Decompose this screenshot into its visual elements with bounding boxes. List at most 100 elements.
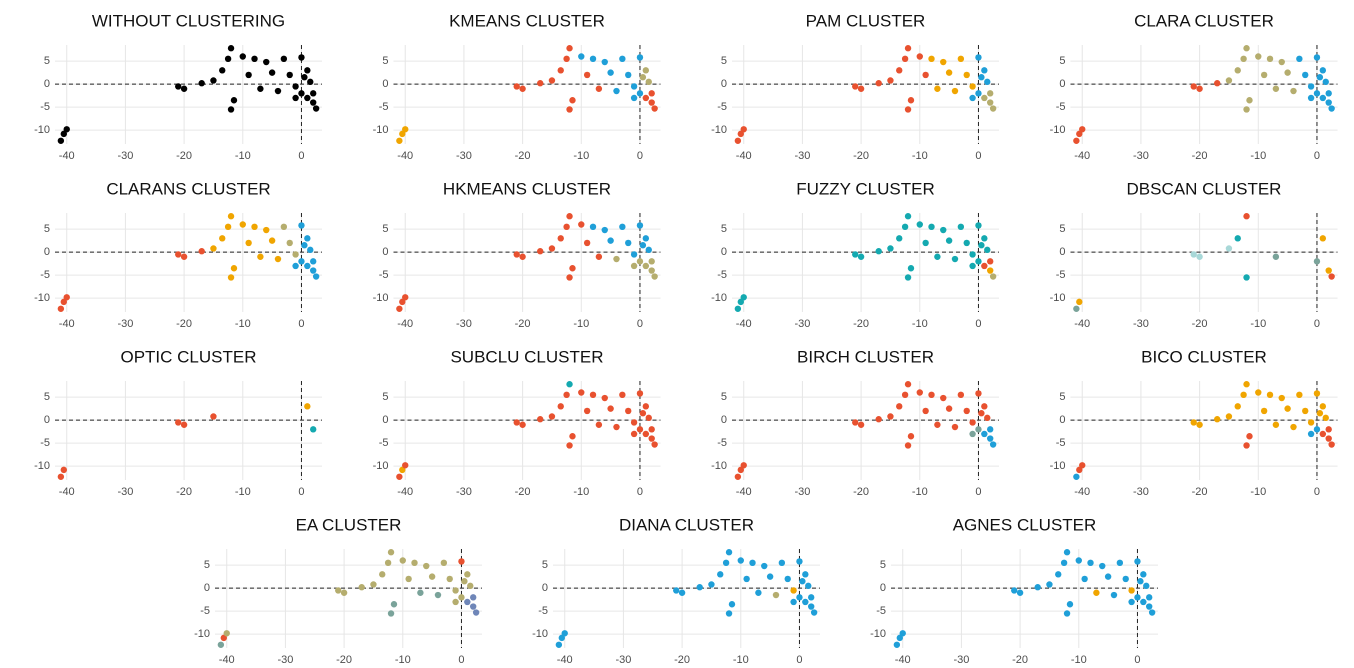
- point: [304, 67, 311, 74]
- panel-title: DBSCAN CLUSTER: [1127, 179, 1282, 198]
- point: [469, 603, 477, 610]
- point: [630, 430, 638, 438]
- point: [1243, 106, 1250, 113]
- point: [589, 391, 597, 399]
- point: [749, 559, 756, 567]
- point: [922, 71, 929, 79]
- x-tick-label: -20: [853, 150, 869, 162]
- point: [440, 559, 448, 567]
- panel-title: OPTIC CLUSTER: [120, 347, 256, 366]
- point: [648, 90, 655, 97]
- point: [607, 405, 614, 412]
- point: [1316, 410, 1324, 417]
- point: [304, 235, 311, 242]
- point: [857, 421, 865, 428]
- point: [307, 246, 314, 254]
- y-tick-label: -5: [40, 101, 50, 113]
- point: [1284, 405, 1291, 412]
- point: [928, 223, 935, 231]
- y-tick-label: 0: [382, 414, 388, 426]
- point: [1034, 584, 1041, 591]
- x-tick-label: -20: [1192, 486, 1208, 498]
- point: [601, 394, 608, 402]
- point: [292, 83, 299, 90]
- y-tick-label: -10: [373, 460, 389, 472]
- point: [292, 251, 299, 258]
- point: [1196, 421, 1203, 428]
- point: [981, 67, 988, 74]
- point: [566, 381, 573, 388]
- y-tick-label: 0: [204, 582, 210, 594]
- point: [384, 559, 392, 567]
- point: [1234, 235, 1241, 242]
- x-tick-label: -20: [1012, 654, 1028, 666]
- point: [922, 407, 929, 415]
- x-tick-label: 0: [796, 654, 802, 666]
- point: [461, 578, 468, 585]
- point: [901, 55, 909, 63]
- point: [537, 80, 544, 87]
- y-tick-label: 5: [721, 55, 727, 67]
- point: [57, 305, 65, 312]
- point: [340, 589, 348, 596]
- panel: DIANA CLUSTER -10 -5 0 5 -40 -30 -20 -10 0: [532, 515, 820, 666]
- point: [280, 223, 288, 231]
- point: [1116, 559, 1124, 567]
- point: [227, 45, 235, 52]
- y-tick-label: -5: [200, 605, 210, 617]
- panel: BICO CLUSTER -10 -5 0 5 -40 -30 -20 -10 0: [1050, 347, 1338, 498]
- x-tick-label: -10: [395, 654, 411, 666]
- point: [673, 587, 680, 594]
- y-tick-label: 5: [44, 391, 50, 403]
- point: [513, 251, 520, 258]
- point: [405, 575, 412, 583]
- point: [1145, 603, 1153, 610]
- x-tick-label: -40: [59, 486, 75, 498]
- point: [175, 419, 182, 426]
- point: [969, 262, 976, 270]
- point: [227, 106, 235, 113]
- point: [619, 391, 626, 399]
- point: [1099, 562, 1106, 570]
- point: [566, 106, 573, 113]
- point: [1128, 598, 1135, 606]
- y-tick-label: -10: [1050, 124, 1066, 136]
- point: [390, 601, 398, 608]
- point: [901, 223, 909, 231]
- point: [548, 245, 556, 252]
- point: [230, 265, 238, 272]
- x-tick-label: -20: [336, 654, 352, 666]
- point: [220, 634, 228, 642]
- point: [857, 85, 865, 92]
- point: [613, 423, 620, 431]
- point: [625, 407, 632, 415]
- point: [790, 587, 797, 594]
- point: [1214, 416, 1221, 423]
- point: [975, 426, 982, 433]
- point: [219, 235, 226, 242]
- x-tick-label: -20: [1192, 150, 1208, 162]
- x-tick-label: -40: [1074, 150, 1090, 162]
- point: [969, 430, 976, 438]
- point: [975, 222, 982, 229]
- y-tick-label: 0: [382, 246, 388, 258]
- point: [957, 223, 965, 231]
- point: [934, 253, 941, 260]
- point: [1243, 45, 1250, 52]
- y-tick-label: 5: [542, 559, 548, 571]
- point: [636, 390, 644, 397]
- point: [755, 589, 762, 596]
- point: [1240, 391, 1247, 399]
- point: [1272, 85, 1280, 92]
- point: [563, 391, 570, 399]
- point: [940, 394, 947, 402]
- y-tick-label: -5: [379, 437, 389, 449]
- point: [399, 130, 406, 138]
- point: [986, 426, 994, 433]
- point: [519, 253, 526, 260]
- point: [1128, 587, 1135, 594]
- point: [1328, 273, 1335, 280]
- x-tick-label: -20: [853, 318, 869, 330]
- point: [945, 69, 953, 76]
- point: [519, 85, 526, 92]
